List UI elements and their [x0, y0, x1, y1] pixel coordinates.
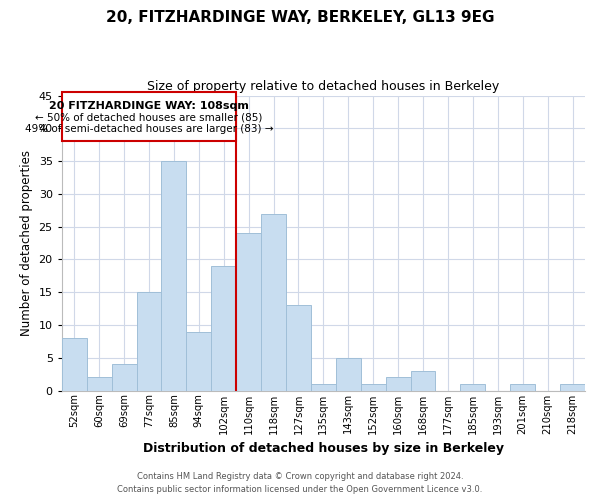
Bar [161, 161, 187, 390]
Bar [386, 378, 410, 390]
Bar [286, 306, 311, 390]
Bar [112, 364, 137, 390]
Bar [236, 233, 261, 390]
Bar [211, 266, 236, 390]
Bar [510, 384, 535, 390]
Text: 20 FITZHARDINGE WAY: 108sqm: 20 FITZHARDINGE WAY: 108sqm [49, 101, 249, 111]
Bar [460, 384, 485, 390]
Bar [336, 358, 361, 390]
Y-axis label: Number of detached properties: Number of detached properties [20, 150, 33, 336]
X-axis label: Distribution of detached houses by size in Berkeley: Distribution of detached houses by size … [143, 442, 504, 455]
Bar [361, 384, 386, 390]
Bar [86, 378, 112, 390]
Title: Size of property relative to detached houses in Berkeley: Size of property relative to detached ho… [147, 80, 499, 93]
Text: 20, FITZHARDINGE WAY, BERKELEY, GL13 9EG: 20, FITZHARDINGE WAY, BERKELEY, GL13 9EG [106, 10, 494, 25]
FancyBboxPatch shape [62, 92, 236, 142]
Text: Contains HM Land Registry data © Crown copyright and database right 2024.
Contai: Contains HM Land Registry data © Crown c… [118, 472, 482, 494]
Bar [137, 292, 161, 390]
Bar [410, 371, 436, 390]
Text: 49% of semi-detached houses are larger (83) →: 49% of semi-detached houses are larger (… [25, 124, 273, 134]
Bar [187, 332, 211, 390]
Bar [261, 214, 286, 390]
Bar [62, 338, 86, 390]
Text: ← 50% of detached houses are smaller (85): ← 50% of detached houses are smaller (85… [35, 112, 263, 122]
Bar [560, 384, 585, 390]
Bar [311, 384, 336, 390]
